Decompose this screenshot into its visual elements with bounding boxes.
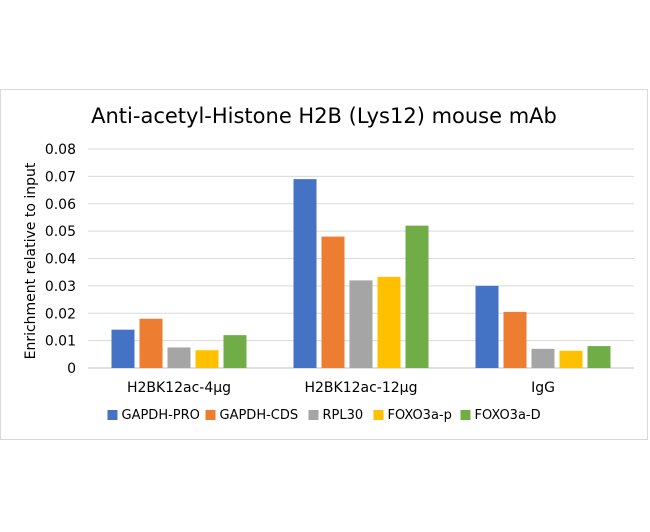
bars — [111, 179, 611, 368]
y-tick-label: 0.07 — [45, 169, 76, 185]
legend-swatch — [460, 410, 471, 420]
chart-area: Anti-acetyl-Histone H2B (Lys12) mouse mA… — [0, 89, 648, 440]
y-tick-label: 0.05 — [45, 224, 76, 240]
x-tick-label: H2BK12ac-12µg — [305, 380, 418, 396]
legend-label: FOXO3a-p — [388, 408, 452, 423]
y-tick-label: 0.03 — [45, 279, 76, 295]
bar-foxo3a-p-1 — [195, 350, 219, 368]
bar-foxo3a-p-3 — [559, 350, 583, 368]
y-axis-ticks: 0 0.01 0.02 0.03 0.04 0.05 0.06 0.07 0.08 — [45, 142, 76, 377]
y-tick-label: 0.06 — [45, 197, 76, 213]
legend-item: FOXO3a-D — [460, 408, 541, 423]
chart-title: Anti-acetyl-Histone H2B (Lys12) mouse mA… — [91, 104, 557, 128]
legend-item: FOXO3a-p — [373, 408, 452, 423]
gridlines — [88, 148, 634, 369]
legend-swatch — [308, 410, 319, 420]
chart-canvas: Anti-acetyl-Histone H2B (Lys12) mouse mA… — [23, 104, 634, 423]
y-tick-label: 0 — [67, 361, 76, 377]
legend-swatch — [107, 410, 118, 420]
legend-label: RPL30 — [323, 408, 364, 423]
y-tick-label: 0.01 — [45, 334, 76, 350]
bar-gapdh-pro-2 — [293, 179, 317, 368]
y-axis-label: Enrichment relative to input — [23, 162, 39, 359]
x-axis-ticks: H2BK12ac-4µg H2BK12ac-12µg IgG — [127, 380, 555, 396]
bar-rpl30-2 — [349, 280, 373, 368]
legend-item: GAPDH-CDS — [205, 408, 299, 423]
y-tick-label: 0.04 — [45, 252, 76, 268]
x-tick-label: H2BK12ac-4µg — [127, 380, 231, 396]
legend: GAPDH-PRO GAPDH-CDS RPL30 FOXO3a-p FOXO3a-D — [107, 408, 541, 423]
bar-foxo3a-d-2 — [405, 225, 429, 368]
bar-foxo3a-d-1 — [223, 335, 247, 368]
legend-swatch — [205, 410, 216, 420]
legend-label: GAPDH-CDS — [220, 408, 299, 423]
bar-foxo3a-d-3 — [587, 346, 611, 368]
x-tick-label: IgG — [531, 380, 555, 396]
bar-gapdh-pro-1 — [111, 329, 135, 368]
bar-gapdh-cds-2 — [321, 236, 345, 368]
legend-swatch — [373, 410, 384, 420]
bar-gapdh-cds-3 — [503, 311, 527, 368]
bar-rpl30-3 — [531, 348, 555, 368]
bar-rpl30-1 — [167, 347, 191, 368]
legend-item: RPL30 — [308, 408, 364, 423]
legend-item: GAPDH-PRO — [107, 408, 200, 423]
legend-label: FOXO3a-D — [475, 408, 541, 423]
bar-foxo3a-p-2 — [377, 276, 401, 368]
y-tick-label: 0.08 — [45, 142, 76, 158]
legend-label: GAPDH-PRO — [122, 408, 200, 423]
bar-gapdh-pro-3 — [475, 285, 499, 368]
y-tick-label: 0.02 — [45, 306, 76, 322]
bar-gapdh-cds-1 — [139, 318, 163, 368]
